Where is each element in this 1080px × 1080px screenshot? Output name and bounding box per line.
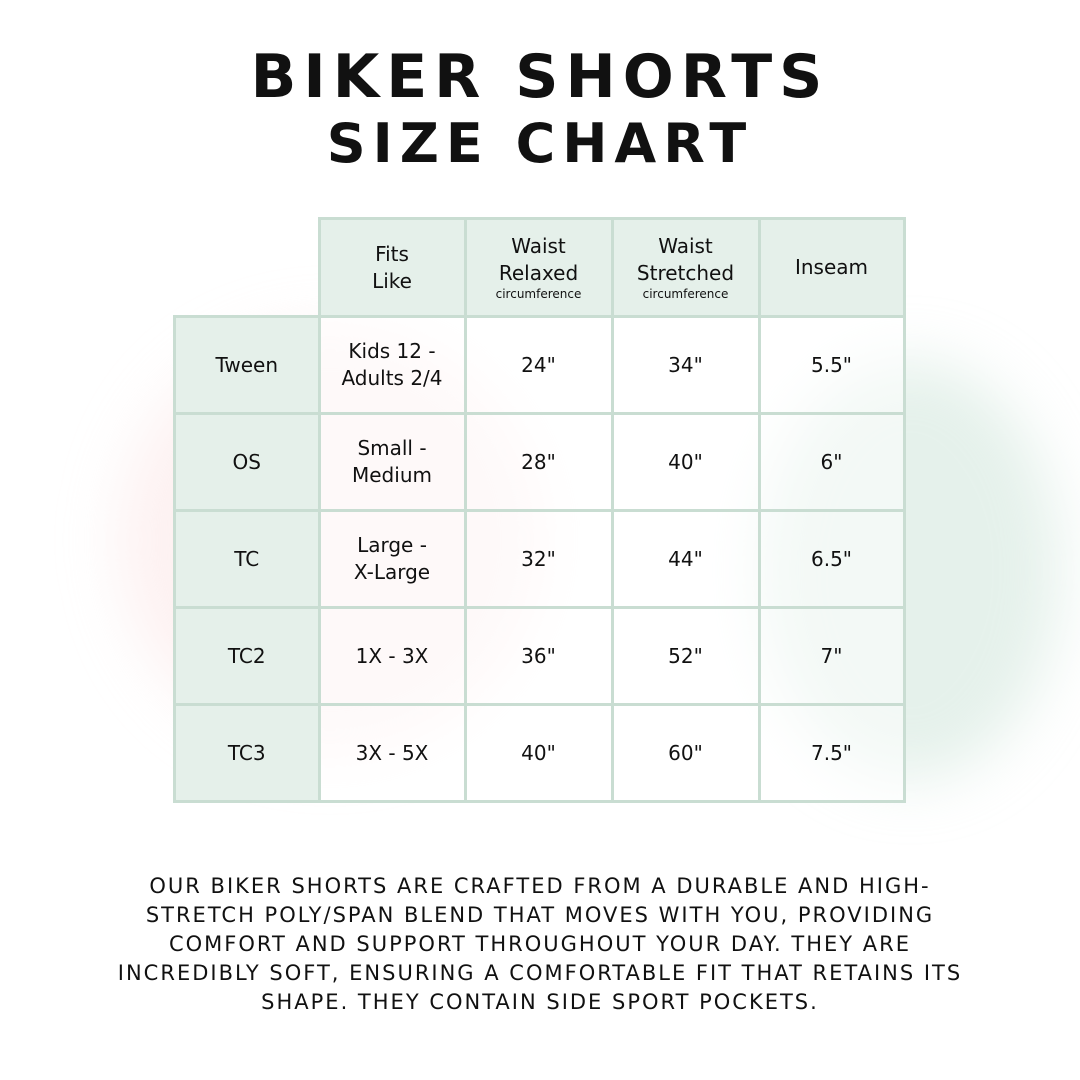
inseam-cell: 5.5" [757,315,906,415]
size-cell: Tween [173,315,321,415]
header-label: Inseam [794,255,869,279]
header-label: Relaxed [498,261,579,286]
description-line: incredibly soft, ensuring a comfortable … [117,961,963,985]
fits-like-cell: Large - X-Large [317,509,467,609]
waist-stretched-cell: 44" [610,509,761,609]
waist-relaxed-cell: 36" [463,606,614,706]
size-cell: TC3 [173,703,321,803]
waist-relaxed-cell: 32" [463,509,614,609]
waist-stretched-cell: 60" [610,703,761,803]
inseam-cell: 6.5" [757,509,906,609]
fits-line: Small - [357,436,427,460]
fits-like-cell: Small - Medium [317,412,467,512]
header-fits-like: Fits Like [317,217,467,318]
fits-line: X-Large [353,560,431,584]
header-sublabel: circumference [495,287,582,302]
table-header-row: Fits Like Waist Relaxed circumference Waist… [175,217,906,318]
inseam-cell: 7" [757,606,906,706]
size-cell: TC [173,509,321,609]
description-line: Our biker shorts are crafted from a dura… [149,874,931,898]
table-row: TC2 1X - 3X 36" 52" 7" [173,606,906,706]
inseam-cell: 7.5" [757,703,906,803]
page-title: Biker Shorts [250,42,830,112]
header-inseam: Inseam [757,217,906,318]
size-chart-table: Fits Like Waist Relaxed circumference Waist… [173,217,906,803]
fits-like-cell: 1X - 3X [317,606,467,706]
fits-line: 3X - 5X [355,740,429,765]
table-row: OS Small - Medium 28" 40" 6" [173,412,906,512]
table-row: Tween Kids 12 - Adults 2/4 24" 34" 5.5" [173,315,906,415]
description-line: comfort and support throughout your day.… [168,932,912,956]
waist-relaxed-cell: 24" [463,315,614,415]
fits-line: Medium [352,463,432,487]
header-label: Waist [658,234,713,259]
page-subtitle: Size Chart [326,112,754,175]
waist-stretched-cell: 34" [610,315,761,415]
description-line: shape. They contain side sport pockets. [261,990,819,1014]
waist-relaxed-cell: 40" [463,703,614,803]
table-row: TC3 3X - 5X 40" 60" 7.5" [173,703,906,803]
fits-like-cell: Kids 12 - Adults 2/4 [317,315,467,415]
size-cell: TC2 [173,606,321,706]
header-label: Stretched [636,261,735,286]
header-label: Fits [375,241,409,266]
waist-stretched-cell: 40" [610,412,761,512]
corner-cell [175,219,320,317]
header-sublabel: circumference [642,287,729,302]
table-row: TC Large - X-Large 32" 44" 6.5" [173,509,906,609]
waist-relaxed-cell: 28" [463,412,614,512]
header-label: Waist [511,234,566,259]
fits-line: Adults 2/4 [341,366,443,390]
waist-stretched-cell: 52" [610,606,761,706]
header-label: Like [372,268,412,293]
fits-line: Large - [357,533,427,557]
fits-line: 1X - 3X [355,643,429,668]
product-description: Our biker shorts are crafted from a dura… [0,872,1080,1017]
fits-like-cell: 3X - 5X [317,703,467,803]
size-cell: OS [173,412,321,512]
fits-line: Kids 12 - [348,339,436,363]
header-waist-stretched: Waist Stretched circumference [610,217,761,318]
inseam-cell: 6" [757,412,906,512]
description-line: stretch poly/span blend that moves with … [145,903,935,927]
header-waist-relaxed: Waist Relaxed circumference [463,217,614,318]
